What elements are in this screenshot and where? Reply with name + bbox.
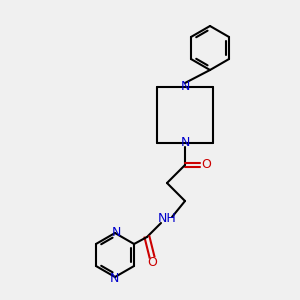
- Text: O: O: [147, 256, 157, 269]
- Text: N: N: [111, 226, 121, 238]
- Text: NH: NH: [158, 212, 176, 226]
- Text: N: N: [180, 136, 190, 149]
- Text: N: N: [180, 80, 190, 94]
- Text: O: O: [201, 158, 211, 172]
- Text: N: N: [109, 272, 119, 284]
